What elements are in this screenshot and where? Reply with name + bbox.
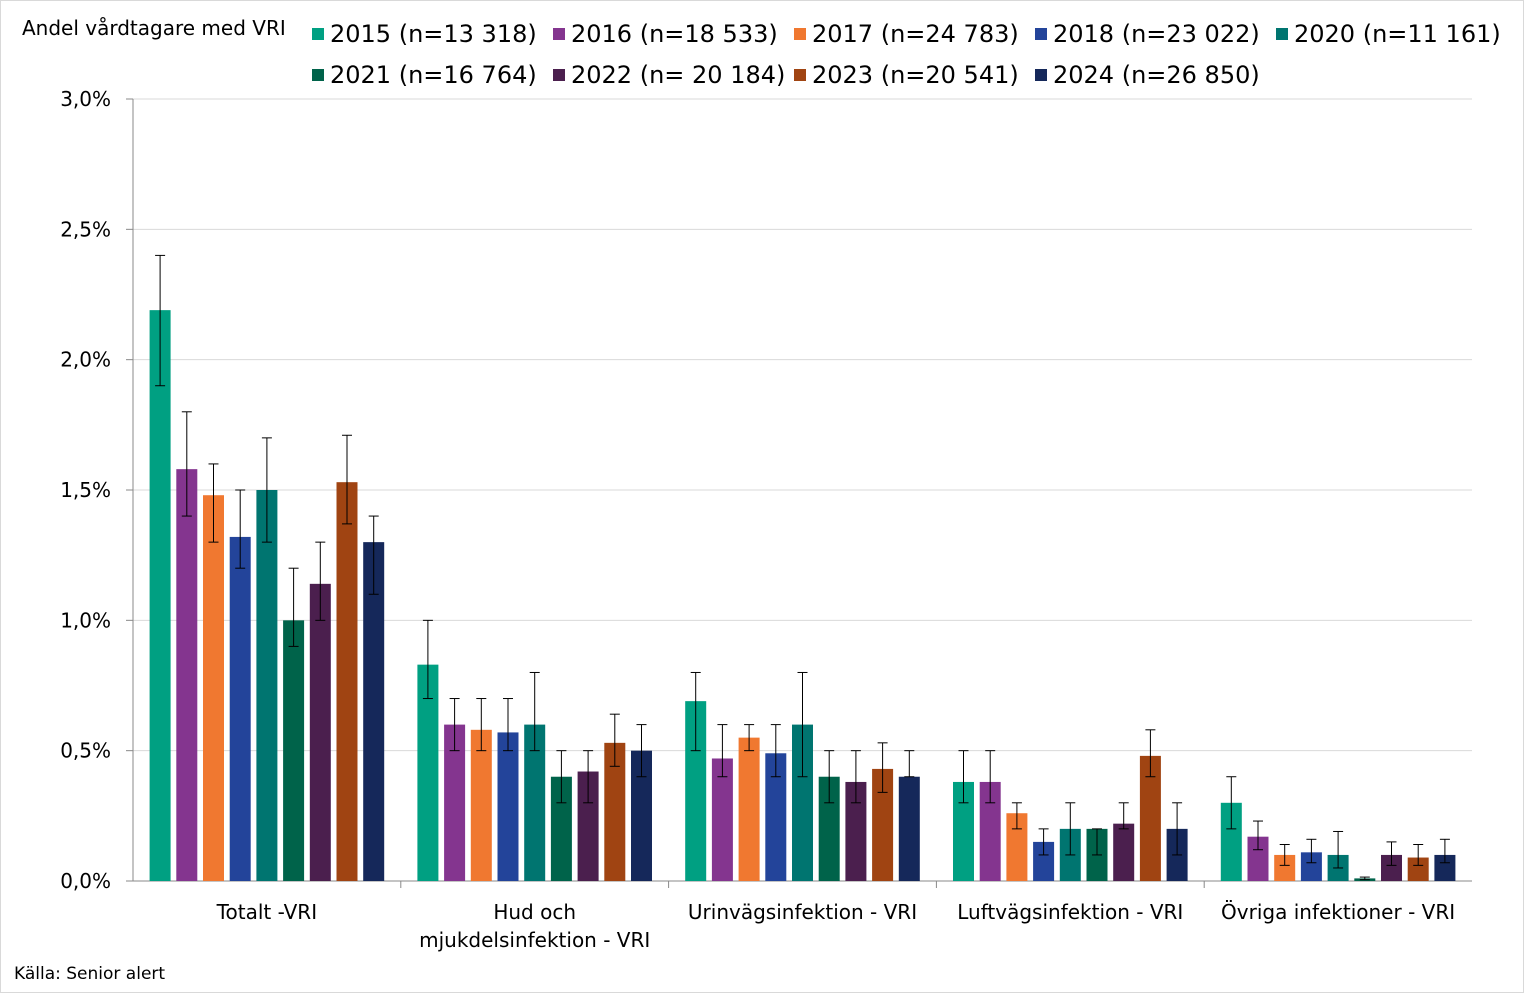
bar: [256, 490, 278, 881]
legend-label: 2020 (n=11 161): [1294, 20, 1501, 48]
bar: [765, 753, 787, 881]
bar: [470, 729, 492, 881]
bar: [309, 583, 331, 881]
source-note: Källa: Senior alert: [14, 964, 166, 984]
legend-item: 2018 (n=23 022): [1035, 20, 1260, 48]
legend-swatch: [1035, 69, 1047, 81]
bar: [1300, 852, 1322, 881]
bar: [577, 771, 599, 881]
bar: [979, 781, 1001, 881]
bar: [149, 310, 171, 881]
bar: [845, 781, 867, 881]
legend-label: 2018 (n=23 022): [1053, 20, 1260, 48]
bar: [604, 742, 626, 881]
bar: [1407, 857, 1429, 881]
bar: [283, 620, 305, 881]
bar: [336, 482, 358, 881]
legend-swatch: [794, 69, 806, 81]
legend-swatch: [1276, 28, 1288, 40]
x-tick-label: Luftvägsinfektion - VRI: [957, 900, 1183, 924]
y-tick-label: 0,5%: [60, 739, 111, 763]
legend-label: 2017 (n=24 783): [812, 20, 1019, 48]
legend-swatch: [553, 69, 565, 81]
bar: [872, 768, 894, 881]
y-tick-label: 1,0%: [60, 608, 111, 632]
x-tick-label: Övriga infektioner - VRI: [1221, 900, 1455, 924]
bar: [1113, 823, 1135, 881]
y-tick-label: 1,5%: [60, 478, 111, 502]
bar: [792, 724, 813, 881]
legend-label: 2024 (n=26 850): [1053, 61, 1260, 89]
bar: [818, 776, 840, 881]
y-tick-label: 2,0%: [60, 348, 111, 372]
bar: [524, 724, 546, 881]
bar: [1274, 854, 1296, 881]
bar: [738, 737, 760, 881]
bar: [685, 701, 707, 881]
bar: [444, 724, 466, 881]
legend-swatch: [312, 69, 324, 81]
x-tick-label: Urinvägsinfektion - VRI: [688, 900, 917, 924]
bar: [1381, 854, 1402, 881]
legend-item: 2021 (n=16 764): [312, 61, 537, 89]
bar: [1220, 802, 1242, 881]
bar: [417, 664, 439, 881]
legend-item: 2022 (n= 20 184): [553, 61, 785, 89]
bar: [497, 732, 519, 881]
x-tick-label: Totalt -VRI: [216, 900, 317, 924]
legend-swatch: [312, 28, 324, 40]
legend-label: 2021 (n=16 764): [330, 61, 537, 89]
y-tick-label: 3,0%: [60, 87, 111, 111]
legend-label: 2015 (n=13 318): [330, 20, 537, 48]
bar: [229, 536, 251, 881]
bar: [1434, 854, 1456, 881]
bar: [953, 781, 974, 881]
legend-item: 2015 (n=13 318): [312, 20, 537, 48]
legend-label: 2023 (n=20 541): [812, 61, 1019, 89]
bar: [631, 750, 652, 881]
legend-item: 2024 (n=26 850): [1035, 61, 1260, 89]
legend-label: 2016 (n=18 533): [571, 20, 778, 48]
legend-item: 2023 (n=20 541): [794, 61, 1019, 89]
bar: [363, 542, 385, 881]
x-tick-label: Hud och mjukdelsinfektion - VRI: [419, 900, 650, 952]
bar: [711, 758, 733, 881]
legend-swatch: [1035, 28, 1047, 40]
bar: [1033, 841, 1055, 881]
bar: [1139, 755, 1161, 881]
bar: [1247, 836, 1269, 881]
bar: [176, 469, 198, 881]
y-tick-label: 2,5%: [60, 217, 111, 241]
legend-label: 2022 (n= 20 184): [571, 61, 786, 89]
bar: [550, 776, 572, 881]
y-axis-title: Andel vårdtagare med VRI: [22, 16, 286, 40]
y-tick-label: 0,0%: [60, 869, 111, 893]
legend-item: 2020 (n=11 161): [1276, 20, 1501, 48]
legend-item: 2017 (n=24 783): [794, 20, 1019, 48]
legend-swatch: [794, 28, 806, 40]
legend-swatch: [553, 28, 565, 40]
bar: [898, 776, 920, 881]
legend-item: 2016 (n=18 533): [553, 20, 778, 48]
bar: [203, 495, 224, 881]
bar: [1006, 813, 1028, 881]
